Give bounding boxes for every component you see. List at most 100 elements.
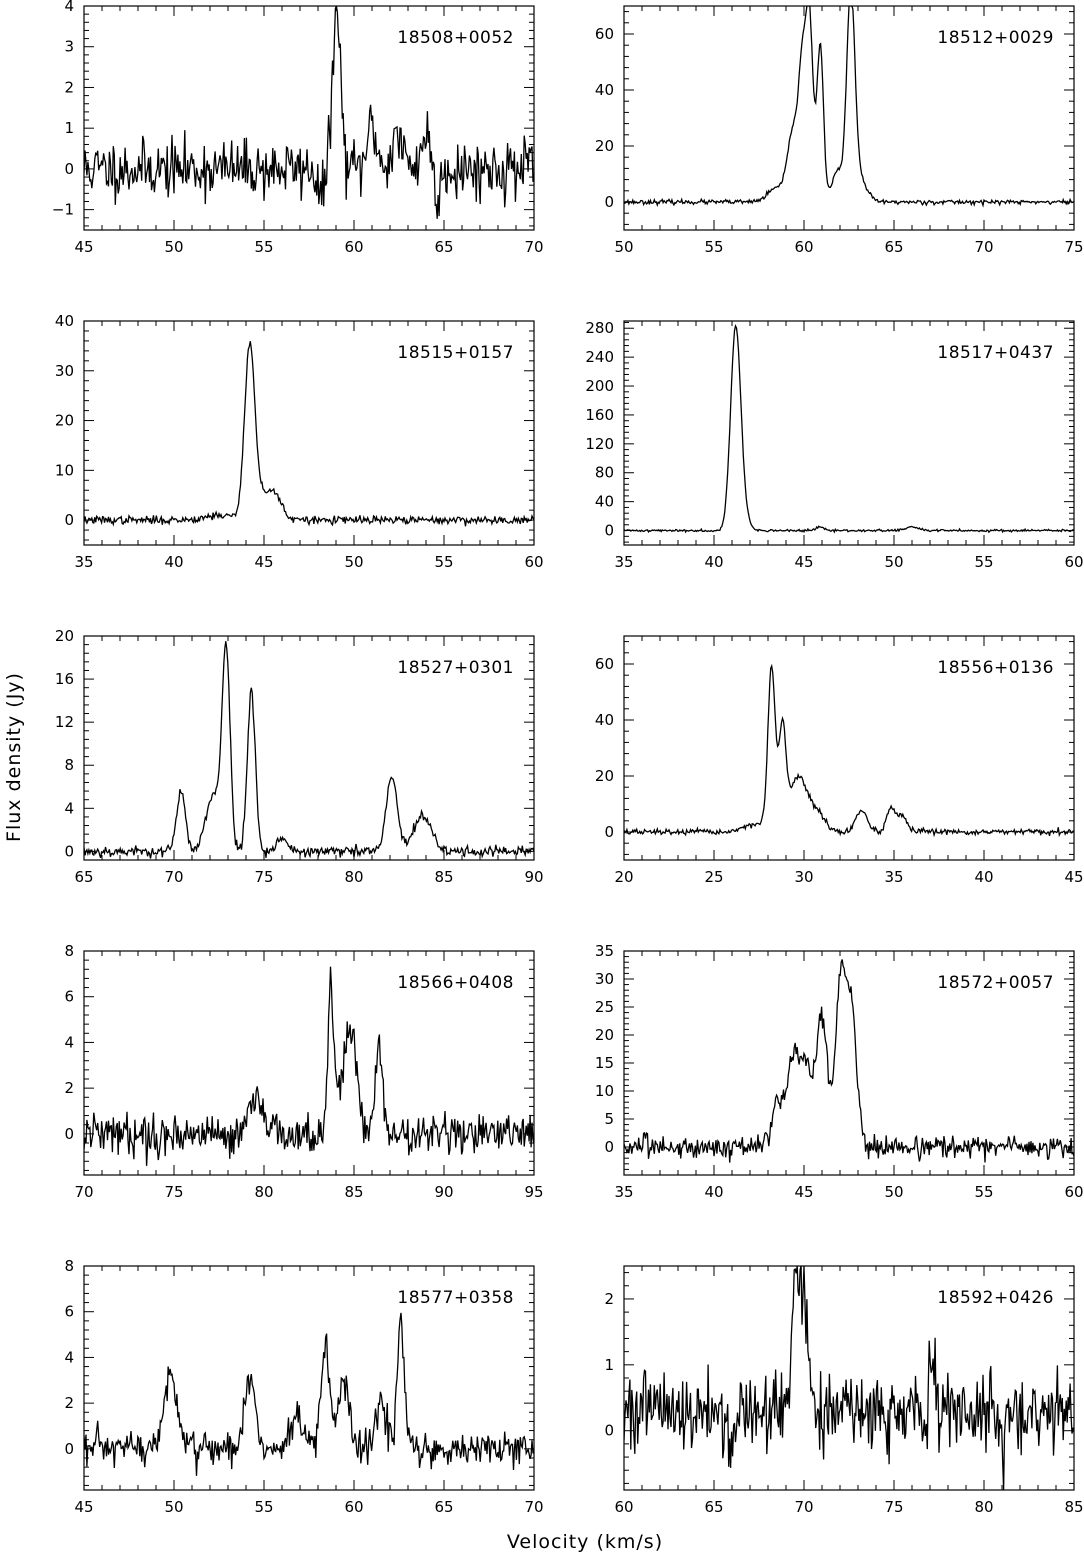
x-tick-label: 55 bbox=[704, 238, 723, 256]
y-tick-label: 4 bbox=[64, 1033, 74, 1051]
source-name-label: 18508+0052 bbox=[397, 28, 514, 48]
x-tick-label: 80 bbox=[974, 1498, 993, 1516]
y-tick-label: 10 bbox=[55, 461, 74, 479]
spectrum-line bbox=[84, 341, 534, 527]
y-tick-label: 8 bbox=[64, 942, 74, 960]
x-tick-label: 65 bbox=[884, 238, 903, 256]
y-tick-label: 0 bbox=[604, 1422, 614, 1440]
x-tick-label: 60 bbox=[1064, 1183, 1083, 1201]
y-tick-label: 120 bbox=[585, 435, 614, 453]
x-tick-label: 60 bbox=[344, 238, 363, 256]
y-tick-label: −1 bbox=[52, 201, 74, 219]
spectrum-panel-18592+0426: 60 65 70 75 80 85 0 1 2 18592+0426 bbox=[604, 1265, 1084, 1516]
y-tick-label: 20 bbox=[595, 767, 614, 785]
x-tick-label: 75 bbox=[884, 1498, 903, 1516]
y-tick-label: 6 bbox=[64, 988, 74, 1006]
spectrum-line bbox=[84, 6, 534, 219]
x-tick-label: 40 bbox=[974, 868, 993, 886]
x-tick-label: 75 bbox=[254, 868, 273, 886]
plot-frame bbox=[623, 320, 1075, 546]
source-name-label: 18517+0437 bbox=[937, 343, 1054, 363]
x-tick-label: 25 bbox=[704, 868, 723, 886]
y-tick-label: 0 bbox=[64, 1125, 74, 1143]
y-tick-label: 80 bbox=[595, 464, 614, 482]
y-tick-label: 4 bbox=[64, 1348, 74, 1366]
x-tick-label: 80 bbox=[254, 1183, 273, 1201]
y-tick-label: 60 bbox=[595, 655, 614, 673]
x-tick-label: 45 bbox=[1064, 868, 1083, 886]
spectrum-line bbox=[624, 324, 1074, 534]
x-tick-label: 20 bbox=[614, 868, 633, 886]
y-tick-label: 25 bbox=[595, 998, 614, 1016]
x-tick-label: 70 bbox=[974, 238, 993, 256]
x-tick-label: 45 bbox=[254, 553, 273, 571]
x-tick-label: 50 bbox=[884, 1183, 903, 1201]
x-tick-label: 50 bbox=[614, 238, 633, 256]
source-name-label: 18556+0136 bbox=[937, 658, 1054, 678]
y-tick-label: 60 bbox=[595, 25, 614, 43]
x-tick-label: 90 bbox=[434, 1183, 453, 1201]
spectrum-line bbox=[84, 641, 534, 859]
x-tick-label: 85 bbox=[344, 1183, 363, 1201]
y-tick-label: 40 bbox=[595, 711, 614, 729]
y-tick-label: 40 bbox=[55, 312, 74, 330]
x-tick-label: 35 bbox=[884, 868, 903, 886]
spectrum-panel-18556+0136: 20 25 30 35 40 45 0 20 40 60 18556+0136 bbox=[595, 635, 1084, 886]
spectrum-panel-18517+0437: 35 40 45 50 55 60 0 40 80 120 160 200 240 280 18517+04… bbox=[585, 319, 1083, 571]
y-tick-label: 20 bbox=[595, 137, 614, 155]
x-tick-label: 45 bbox=[74, 238, 93, 256]
y-tick-label: 0 bbox=[604, 522, 614, 540]
x-tick-label: 55 bbox=[974, 1183, 993, 1201]
y-tick-label: 20 bbox=[595, 1026, 614, 1044]
y-tick-label: 4 bbox=[64, 799, 74, 817]
x-tick-label: 85 bbox=[434, 868, 453, 886]
y-tick-label: 8 bbox=[64, 756, 74, 774]
y-tick-label: 4 bbox=[64, 0, 74, 15]
y-tick-label: 280 bbox=[585, 319, 614, 337]
x-tick-label: 75 bbox=[164, 1183, 183, 1201]
y-tick-label: 35 bbox=[595, 942, 614, 960]
y-tick-label: 0 bbox=[64, 1440, 74, 1458]
y-tick-label: 10 bbox=[595, 1082, 614, 1100]
y-tick-label: 0 bbox=[604, 193, 614, 211]
x-tick-label: 70 bbox=[74, 1183, 93, 1201]
x-tick-label: 90 bbox=[524, 868, 543, 886]
x-tick-label: 70 bbox=[524, 1498, 543, 1516]
x-tick-label: 85 bbox=[1064, 1498, 1083, 1516]
x-tick-label: 65 bbox=[704, 1498, 723, 1516]
y-tick-label: 2 bbox=[64, 1079, 74, 1097]
x-tick-label: 35 bbox=[74, 553, 93, 571]
x-tick-label: 60 bbox=[344, 1498, 363, 1516]
x-tick-label: 55 bbox=[434, 553, 453, 571]
source-name-label: 18527+0301 bbox=[397, 658, 514, 678]
plot-frame bbox=[83, 320, 535, 546]
y-tick-label: 0 bbox=[604, 1138, 614, 1156]
y-tick-label: 20 bbox=[55, 627, 74, 645]
y-tick-label: 0 bbox=[64, 842, 74, 860]
x-tick-label: 65 bbox=[434, 238, 453, 256]
source-name-label: 18572+0057 bbox=[937, 973, 1054, 993]
spectrum-line bbox=[84, 966, 534, 1166]
x-tick-label: 75 bbox=[1064, 238, 1083, 256]
y-tick-label: 1 bbox=[604, 1356, 614, 1374]
y-tick-label: 240 bbox=[585, 348, 614, 366]
source-name-label: 18515+0157 bbox=[397, 343, 514, 363]
spectrum-panel-18512+0029: 50 55 60 65 70 75 0 20 40 60 18512+0029 bbox=[595, 5, 1084, 256]
x-tick-label: 50 bbox=[164, 238, 183, 256]
y-tick-label: 30 bbox=[55, 362, 74, 380]
y-tick-label: 2 bbox=[604, 1290, 614, 1308]
y-tick-label: 3 bbox=[64, 38, 74, 56]
x-tick-label: 55 bbox=[254, 1498, 273, 1516]
x-tick-label: 50 bbox=[344, 553, 363, 571]
source-name-label: 18577+0358 bbox=[397, 1288, 514, 1308]
spectrum-panel-18572+0057: 35 40 45 50 55 60 0 5 10 15 20 25 30 35 18572+0057 bbox=[595, 942, 1084, 1201]
source-name-label: 18566+0408 bbox=[397, 973, 514, 993]
spectrum-line bbox=[624, 6, 1074, 208]
x-tick-label: 50 bbox=[884, 553, 903, 571]
y-tick-label: 16 bbox=[55, 670, 74, 688]
y-tick-label: 6 bbox=[64, 1303, 74, 1321]
x-tick-label: 45 bbox=[74, 1498, 93, 1516]
x-tick-label: 45 bbox=[794, 1183, 813, 1201]
